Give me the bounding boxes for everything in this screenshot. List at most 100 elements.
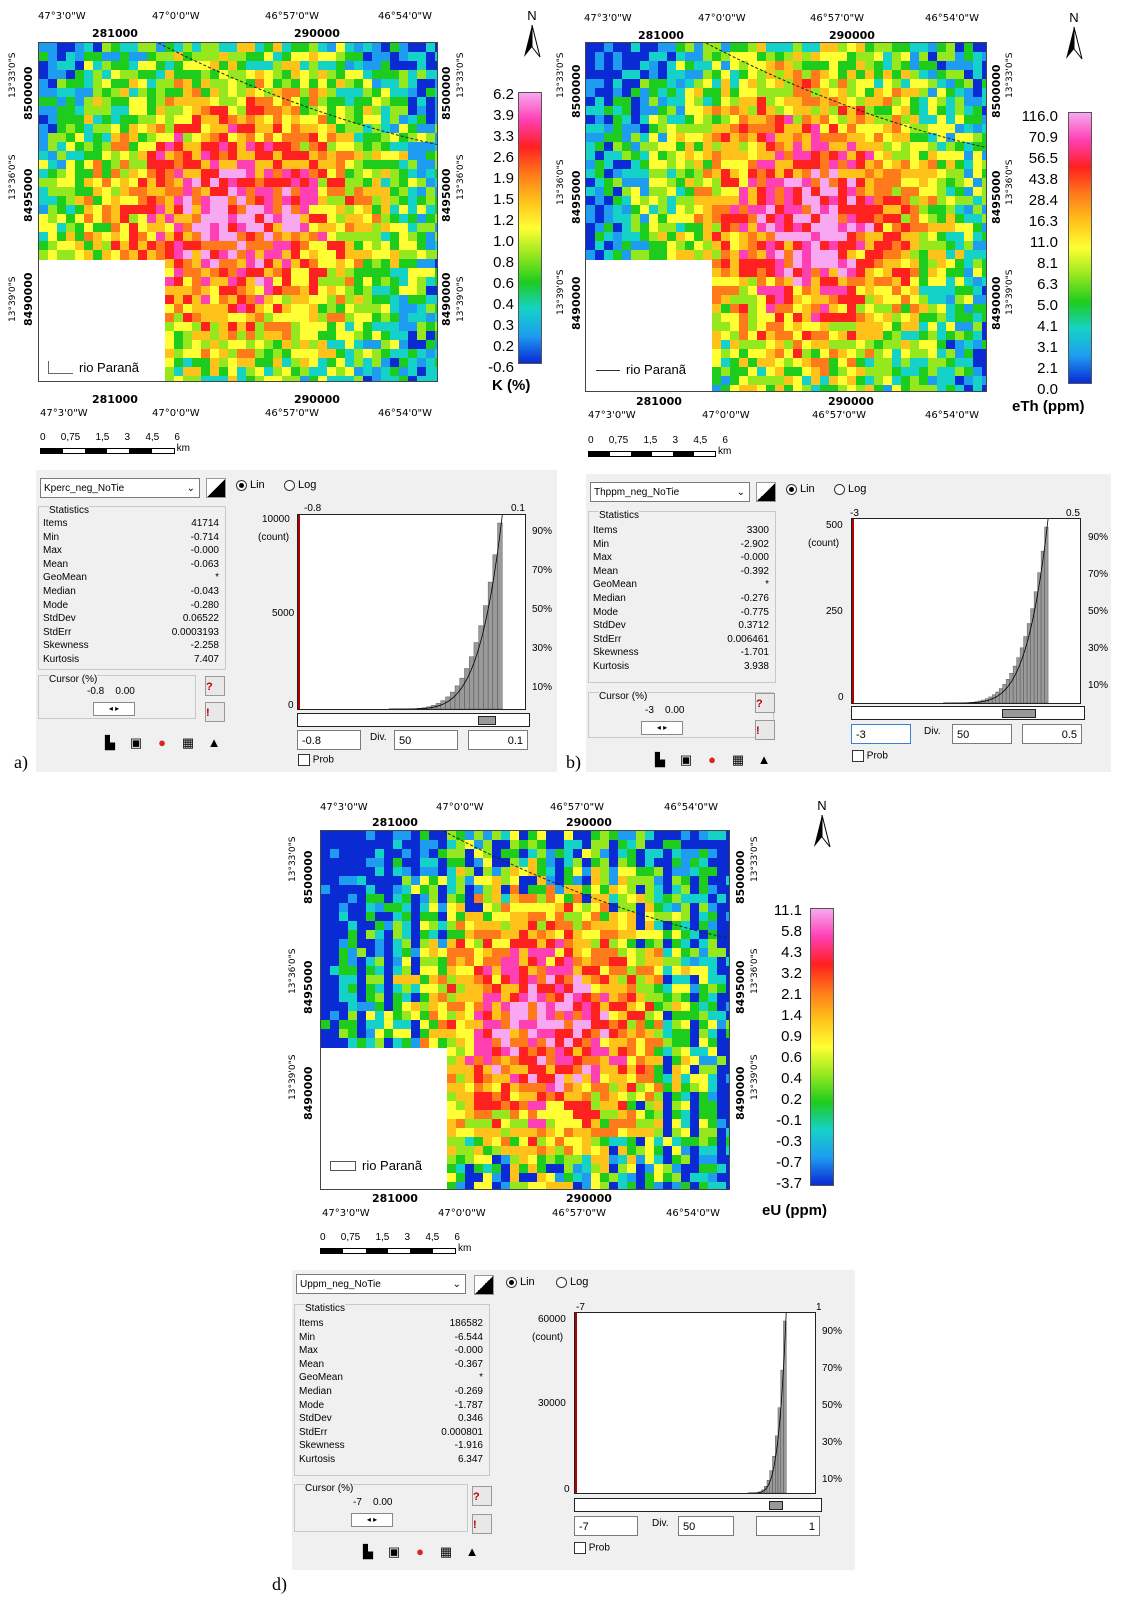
hist-max-input[interactable]: 0.1: [468, 730, 528, 750]
color-tool-icon[interactable]: ●: [158, 735, 166, 750]
stat-key: Median: [43, 585, 76, 597]
chart-tool-icon[interactable]: ▙: [363, 1544, 373, 1559]
scale-label: 0: [320, 1232, 326, 1243]
histogram-bar: [459, 677, 465, 710]
cursor-stepper[interactable]: ◂ ▸: [93, 702, 135, 716]
table-tool-icon[interactable]: ▦: [181, 735, 195, 750]
colorbar-tick-label: 4.3: [781, 944, 802, 961]
colorbar: [810, 908, 834, 1186]
hist-percent-label: 90%: [822, 1326, 843, 1337]
log-radio[interactable]: Log: [834, 483, 866, 495]
colorbar-tick-label: 3.2: [781, 965, 802, 982]
color-tool-icon[interactable]: ●: [708, 752, 716, 767]
bottom-utm-label: 290000: [294, 393, 340, 406]
histogram-query-button[interactable]: ?: [205, 676, 225, 696]
right-lat-label: 13°39'0"S: [456, 276, 466, 322]
colorbar-tick-label: -0.7: [776, 1154, 802, 1171]
dataset-value: Uppm_neg_NoTie: [300, 1279, 381, 1290]
stat-value: -0.280: [190, 599, 219, 611]
hist-percent-label: 70%: [532, 565, 553, 576]
chart-tool-icon[interactable]: ▙: [655, 752, 665, 767]
print-tool-icon[interactable]: ▣: [679, 752, 693, 767]
hist-percent-label: 30%: [822, 1437, 843, 1448]
stat-row: Min -2.902: [593, 538, 769, 552]
hist-min-input[interactable]: -7: [574, 1516, 638, 1536]
colorbar-tick-label: 4.1: [1037, 318, 1058, 335]
log-radio[interactable]: Log: [284, 479, 316, 491]
prob-checkbox[interactable]: Prob: [298, 754, 334, 766]
clear-tool-icon[interactable]: ▲: [757, 752, 771, 767]
stat-row: Mean -0.063: [43, 558, 219, 572]
colorbar-tick-label: 3.9: [493, 107, 514, 124]
hist-min-input[interactable]: -0.8: [297, 730, 361, 750]
stat-key: GeoMean: [593, 579, 637, 591]
stat-row: Mean -0.367: [299, 1358, 483, 1372]
hist-max-input[interactable]: 0.5: [1022, 724, 1082, 744]
prob-checkbox[interactable]: Prob: [852, 750, 888, 762]
histogram: [574, 1312, 816, 1494]
chevron-down-icon: ⌄: [186, 483, 195, 494]
dataset-select[interactable]: Thppm_neg_NoTie ⌄: [590, 482, 750, 502]
top-lon-label: 46°54'0"W: [378, 11, 433, 22]
colorbar-labels: 11.1 5.8 4.3 3.2 2.1 1.4 0.9 0.6 0.4 0.2 -0.1 -0.3 -…: [760, 900, 802, 1194]
hist-max-input[interactable]: 1: [756, 1516, 820, 1536]
stat-row: Kurtosis 6.347: [299, 1453, 483, 1467]
color-tool-icon[interactable]: ●: [416, 1544, 424, 1559]
hist-percent-label: 50%: [822, 1400, 843, 1411]
dataset-select[interactable]: Uppm_neg_NoTie ⌄: [296, 1274, 466, 1294]
chart-tool-icon[interactable]: ▙: [105, 735, 115, 750]
table-tool-icon[interactable]: ▦: [439, 1544, 453, 1559]
top-lon-label: 47°3'0"W: [584, 13, 632, 24]
dataset-select[interactable]: Kperc_neg_NoTie ⌄: [40, 478, 200, 498]
histogram-alert-button[interactable]: !: [472, 1514, 492, 1534]
histogram-query-button[interactable]: ?: [755, 693, 775, 713]
table-tool-icon[interactable]: ▦: [731, 752, 745, 767]
stat-value: 0.0003193: [171, 626, 219, 638]
right-lat-label: 13°33'0"S: [456, 52, 466, 98]
clear-tool-icon[interactable]: ▲: [465, 1544, 479, 1559]
prob-checkbox[interactable]: Prob: [574, 1542, 610, 1554]
color-toggle-button[interactable]: [756, 482, 776, 502]
color-toggle-button[interactable]: [474, 1275, 494, 1295]
hist-xmax-label: 0.1: [511, 503, 525, 514]
scale-label: 3: [404, 1232, 411, 1243]
stat-key: StdErr: [299, 1426, 328, 1438]
stat-value: 7.407: [193, 653, 219, 665]
left-utm-label: 8500000: [22, 66, 35, 120]
hist-percent-label: 90%: [1088, 532, 1109, 543]
log-label: Log: [298, 479, 317, 491]
top-utm-label: 290000: [829, 29, 875, 42]
cursor-stepper[interactable]: ◂ ▸: [641, 721, 683, 735]
stat-value: -0.276: [740, 592, 769, 604]
histogram-alert-button[interactable]: !: [755, 720, 775, 740]
histogram-alert-button[interactable]: !: [205, 702, 225, 722]
river-line-icon: [330, 1160, 356, 1171]
colorbar-title: K (%): [492, 377, 531, 394]
cursor-stepper[interactable]: ◂ ▸: [351, 1513, 393, 1527]
lin-radio[interactable]: Lin: [236, 479, 265, 491]
hist-ytick: 0: [564, 1484, 570, 1495]
stat-value: *: [215, 572, 219, 584]
colorbar-tick-label: 0.2: [781, 1091, 802, 1108]
div-input[interactable]: 50: [678, 1516, 734, 1536]
lin-radio[interactable]: Lin: [506, 1276, 535, 1288]
print-tool-icon[interactable]: ▣: [387, 1544, 401, 1559]
hist-xmax-label: 1: [816, 1302, 822, 1313]
hist-xmin-label: -0.8: [304, 503, 322, 514]
print-tool-icon[interactable]: ▣: [129, 735, 143, 750]
top-utm-label: 290000: [566, 816, 612, 829]
log-radio[interactable]: Log: [556, 1276, 588, 1288]
bottom-utm-label: 281000: [92, 393, 138, 406]
div-input[interactable]: 50: [394, 730, 458, 750]
scale-label: 0,75: [608, 435, 629, 446]
stat-key: Skewness: [299, 1440, 345, 1452]
histogram-query-button[interactable]: ?: [472, 1486, 492, 1506]
stat-row: GeoMean *: [299, 1371, 483, 1385]
histogram-bar: [1009, 673, 1014, 704]
hist-min-input[interactable]: -3: [851, 724, 911, 744]
div-input[interactable]: 50: [952, 724, 1012, 744]
color-toggle-button[interactable]: [206, 478, 226, 498]
lin-radio[interactable]: Lin: [786, 483, 815, 495]
stat-value: -2.902: [740, 538, 769, 550]
clear-tool-icon[interactable]: ▲: [207, 735, 221, 750]
